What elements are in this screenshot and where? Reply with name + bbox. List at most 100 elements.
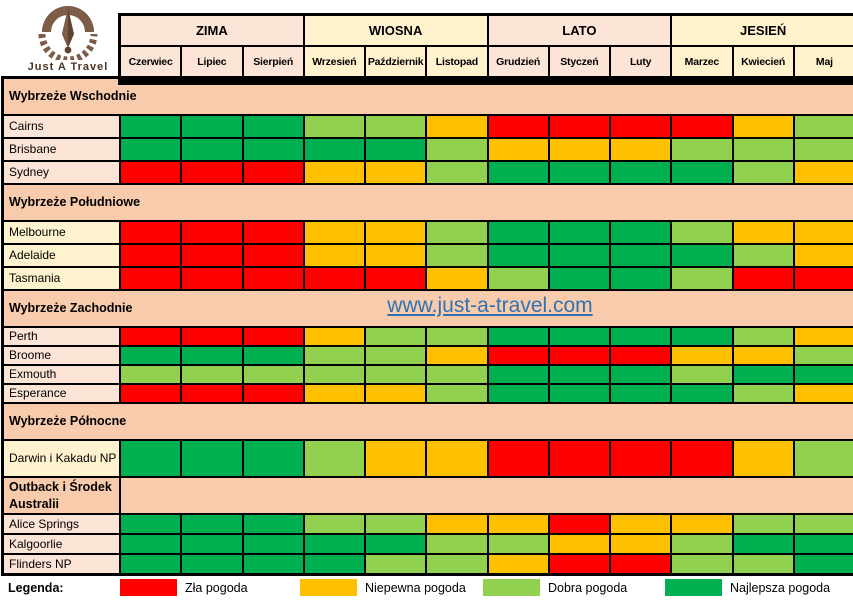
weather-cell bbox=[549, 245, 609, 266]
weather-cell bbox=[549, 222, 609, 243]
weather-cell bbox=[488, 139, 548, 160]
weather-cell bbox=[733, 441, 793, 476]
legend-item: Najlepsza pogoda bbox=[665, 579, 830, 596]
weather-cell bbox=[182, 222, 242, 243]
weather-cell bbox=[611, 162, 671, 183]
weather-cell bbox=[243, 535, 303, 553]
weather-cell bbox=[427, 366, 487, 383]
weather-cell bbox=[121, 515, 181, 533]
weather-cell bbox=[121, 268, 181, 289]
weather-cell bbox=[488, 328, 548, 345]
weather-cell bbox=[121, 139, 181, 160]
weather-cell bbox=[121, 116, 181, 137]
weather-cell bbox=[304, 535, 364, 553]
weather-cell bbox=[121, 347, 181, 364]
weather-cell bbox=[549, 366, 609, 383]
weather-cell bbox=[366, 328, 426, 345]
destination-label: Perth bbox=[4, 328, 119, 345]
weather-cell bbox=[366, 385, 426, 402]
destination-label: Tasmania bbox=[4, 268, 119, 289]
weather-cell bbox=[611, 535, 671, 553]
month-header: Marzec bbox=[672, 47, 732, 76]
legend-swatch-lg bbox=[483, 579, 540, 596]
section-label: Wybrzeże Południowe bbox=[4, 185, 853, 220]
destination-label: Flinders NP bbox=[4, 555, 119, 573]
weather-cell bbox=[611, 139, 671, 160]
weather-cell bbox=[488, 515, 548, 533]
weather-cell bbox=[549, 268, 609, 289]
destination-label: Melbourne bbox=[4, 222, 119, 243]
weather-cell bbox=[304, 222, 364, 243]
weather-cell bbox=[733, 328, 793, 345]
weather-cell bbox=[304, 116, 364, 137]
month-header: Lipiec bbox=[182, 47, 242, 76]
weather-cell bbox=[304, 162, 364, 183]
destination-label: Brisbane bbox=[4, 139, 119, 160]
weather-cell bbox=[121, 245, 181, 266]
weather-cell bbox=[304, 441, 364, 476]
weather-cell bbox=[611, 347, 671, 364]
weather-cell bbox=[366, 515, 426, 533]
weather-cell bbox=[427, 268, 487, 289]
section-label: Outback i Środek Australii bbox=[4, 478, 119, 513]
season-header-lato: LATO bbox=[488, 16, 671, 45]
watermark-link[interactable]: www.just-a-travel.com bbox=[387, 294, 593, 317]
weather-cell bbox=[182, 385, 242, 402]
weather-cell bbox=[794, 139, 853, 160]
weather-cell bbox=[549, 555, 609, 573]
weather-cell bbox=[182, 555, 242, 573]
weather-cell bbox=[794, 535, 853, 553]
weather-cell bbox=[733, 366, 793, 383]
destination-label: Sydney bbox=[4, 162, 119, 183]
weather-cell bbox=[733, 245, 793, 266]
month-header: Luty bbox=[611, 47, 671, 76]
month-header: Wrzesień bbox=[304, 47, 364, 76]
section-row-fill bbox=[121, 478, 853, 513]
weather-cell bbox=[488, 245, 548, 266]
weather-cell bbox=[549, 328, 609, 345]
weather-cell bbox=[182, 162, 242, 183]
weather-cell bbox=[427, 441, 487, 476]
month-header: Kwiecień bbox=[733, 47, 793, 76]
weather-cell bbox=[672, 555, 732, 573]
weather-cell bbox=[427, 347, 487, 364]
weather-cell bbox=[488, 385, 548, 402]
month-header: Maj bbox=[794, 47, 853, 76]
weather-cell bbox=[611, 385, 671, 402]
weather-cell bbox=[733, 535, 793, 553]
weather-cell bbox=[366, 139, 426, 160]
weather-cell bbox=[794, 162, 853, 183]
legend: Legenda: Zła pogoda Niepewna pogoda Dobra … bbox=[0, 579, 853, 601]
weather-cell bbox=[427, 385, 487, 402]
weather-cell bbox=[611, 116, 671, 137]
month-header: Styczeń bbox=[549, 47, 609, 76]
weather-cell bbox=[182, 245, 242, 266]
weather-cell bbox=[427, 245, 487, 266]
destination-label: Kalgoorlie bbox=[4, 535, 119, 553]
weather-cell bbox=[733, 515, 793, 533]
weather-cell bbox=[427, 116, 487, 137]
weather-cell bbox=[366, 535, 426, 553]
season-header-zima: ZIMA bbox=[121, 16, 303, 45]
weather-cell bbox=[672, 139, 732, 160]
weather-cell bbox=[733, 555, 793, 573]
weather-cell bbox=[304, 515, 364, 533]
weather-cell bbox=[672, 245, 732, 266]
month-header: Październik bbox=[366, 47, 426, 76]
weather-cell bbox=[672, 328, 732, 345]
weather-cell bbox=[304, 139, 364, 160]
weather-cell bbox=[243, 347, 303, 364]
weather-cell bbox=[488, 366, 548, 383]
weather-table: Wybrzeże Wschodnie Cairns Brisbane Sydney Wy… bbox=[1, 76, 853, 576]
weather-cell bbox=[672, 222, 732, 243]
weather-cell bbox=[121, 535, 181, 553]
weather-cell bbox=[794, 347, 853, 364]
weather-cell bbox=[304, 268, 364, 289]
weather-cell bbox=[672, 385, 732, 402]
weather-cell bbox=[794, 328, 853, 345]
weather-cell bbox=[794, 268, 853, 289]
legend-label: Najlepsza pogoda bbox=[730, 580, 831, 595]
weather-cell bbox=[794, 515, 853, 533]
weather-cell bbox=[427, 515, 487, 533]
weather-cell bbox=[733, 385, 793, 402]
